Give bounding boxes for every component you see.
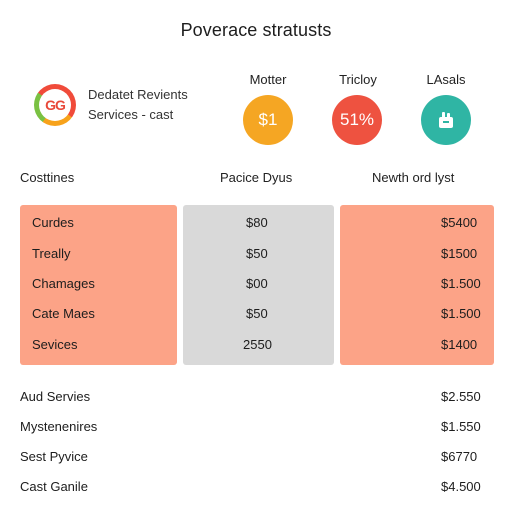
row-right-value: $1.500	[441, 276, 481, 291]
row-right-value: $1500	[441, 246, 478, 261]
row-right-value: $5400	[441, 215, 478, 230]
row-name[interactable]: Sevices	[32, 337, 78, 352]
row-name[interactable]: Treally	[32, 246, 71, 261]
list-item-value: $1.550	[441, 419, 481, 434]
row-name[interactable]: Curdes	[32, 215, 74, 230]
logo-text: GG	[39, 89, 71, 121]
row-mid-value: 2550	[243, 337, 272, 352]
row-mid-value: $00	[246, 276, 268, 291]
list-item-name[interactable]: Cast Ganile	[20, 479, 88, 494]
row-right-value: $1.500	[441, 306, 481, 321]
brand-line-2: Services - cast	[88, 107, 174, 122]
stat-circle-motter[interactable]: $1	[243, 95, 293, 145]
row-mid-value: $50	[246, 306, 268, 321]
stat-circle-lasals[interactable]	[421, 95, 471, 145]
page-title: Poverace stratusts	[180, 20, 332, 40]
robot-hand-icon	[439, 112, 453, 128]
list-item-name[interactable]: Mystenenires	[20, 419, 98, 434]
stat-circle-tricloy[interactable]: 51%	[332, 95, 382, 145]
stat-label-motter: Motter	[249, 72, 287, 87]
list-item-value: $6770	[441, 449, 478, 464]
stat-label-tricloy: Tricloy	[339, 72, 377, 87]
row-mid-value: $80	[246, 215, 268, 230]
brand-line-1: Dedatet Revients	[88, 87, 188, 102]
panel-categories	[20, 205, 177, 365]
list-item-name[interactable]: Aud Servies	[20, 389, 91, 404]
panel-new	[340, 205, 494, 365]
list-item-name[interactable]: Sest Pyvice	[20, 449, 88, 464]
row-name[interactable]: Cate Maes	[32, 306, 95, 321]
header-newth-ord-lyst: Newth ord lyst	[372, 170, 455, 185]
stat-label-lasals: LAsals	[426, 72, 466, 87]
row-mid-value: $50	[246, 246, 268, 261]
list-item-value: $2.550	[441, 389, 481, 404]
row-name[interactable]: Chamages	[32, 276, 95, 291]
list-item-value: $4.500	[441, 479, 481, 494]
row-right-value: $1400	[441, 337, 478, 352]
header-pacice-dyus: Pacice Dyus	[220, 170, 293, 185]
brand-logo-icon: GG	[34, 84, 76, 126]
panel-price	[183, 205, 334, 365]
header-costtines: Costtines	[20, 170, 75, 185]
stat-value-tricloy: 51%	[339, 110, 375, 129]
stat-value-motter: $1	[258, 110, 278, 129]
